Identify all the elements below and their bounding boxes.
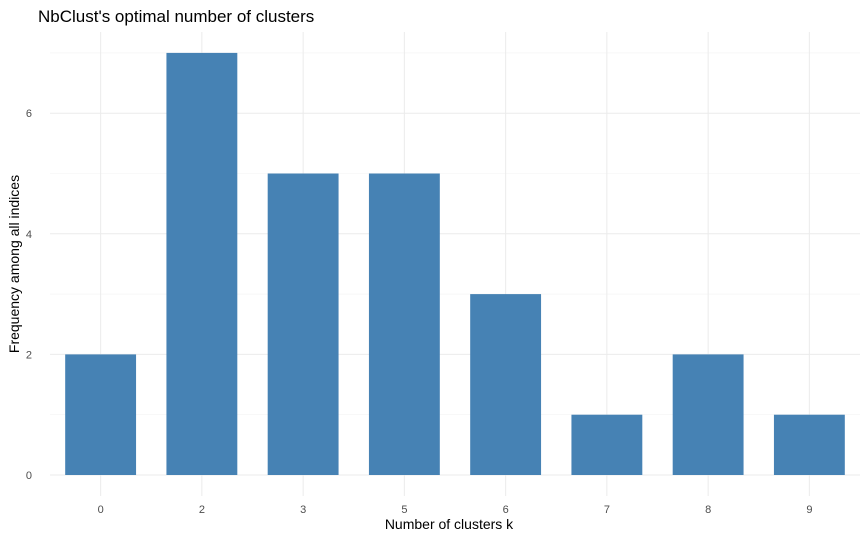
bar-5 bbox=[368, 173, 440, 475]
bar-0 bbox=[65, 354, 137, 475]
x-tick-label: 3 bbox=[300, 504, 306, 516]
x-tick-label: 5 bbox=[401, 504, 407, 516]
x-tick-label: 0 bbox=[98, 504, 104, 516]
chart-title: NbClust's optimal number of clusters bbox=[38, 7, 314, 26]
x-axis-title: Number of clusters k bbox=[385, 516, 514, 532]
bar-8 bbox=[672, 354, 744, 475]
x-axis-ticks: 0 2 3 5 6 7 8 9 bbox=[98, 504, 813, 516]
bar-7 bbox=[571, 414, 643, 475]
bar-3 bbox=[267, 173, 339, 475]
x-tick-label: 7 bbox=[604, 504, 610, 516]
y-tick-label: 6 bbox=[26, 108, 32, 120]
y-axis-title: Frequency among all indices bbox=[6, 175, 22, 353]
y-axis-ticks: 0 2 4 6 bbox=[26, 108, 32, 482]
x-tick-label: 8 bbox=[705, 504, 711, 516]
x-tick-label: 2 bbox=[199, 504, 205, 516]
x-tick-label: 6 bbox=[503, 504, 509, 516]
y-tick-label: 0 bbox=[26, 470, 32, 482]
y-tick-label: 2 bbox=[26, 349, 32, 361]
y-tick-label: 4 bbox=[26, 229, 32, 241]
bar-9 bbox=[773, 414, 845, 475]
bar-2 bbox=[166, 52, 238, 476]
bars bbox=[65, 52, 845, 476]
x-tick-label: 9 bbox=[806, 504, 812, 516]
bar-6 bbox=[470, 294, 542, 475]
